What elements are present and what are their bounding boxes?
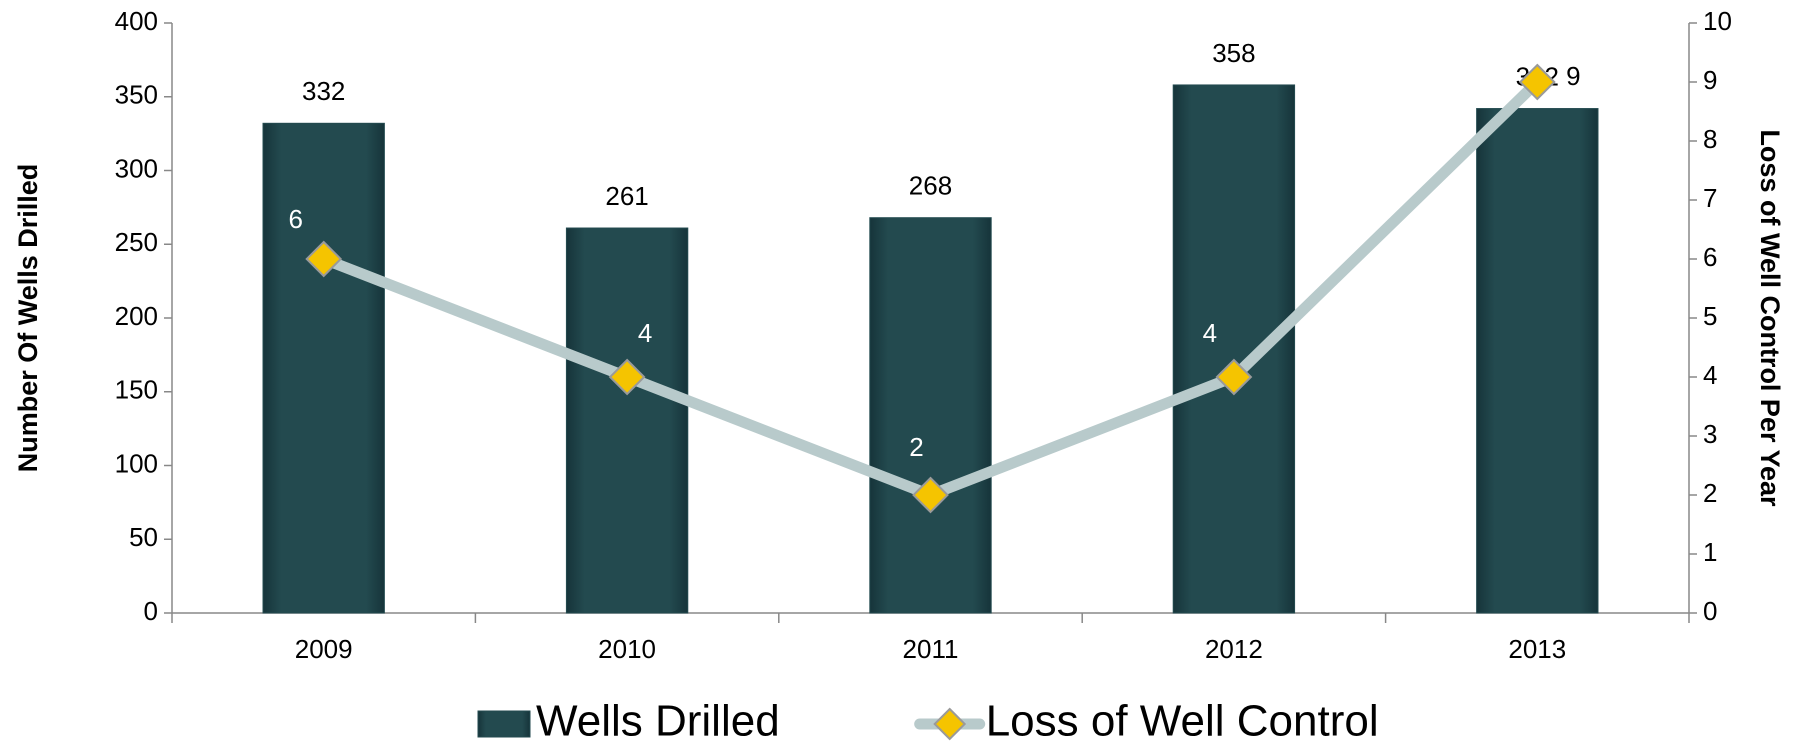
- y2-axis-title: Loss of Well Control Per Year: [1755, 129, 1785, 507]
- legend-swatch: [477, 710, 531, 738]
- bar: [1476, 108, 1599, 614]
- line-value-label: 4: [1203, 318, 1217, 348]
- y-tick-label: 0: [144, 596, 158, 626]
- line-value-label: 6: [288, 204, 302, 234]
- y2-tick-label: 3: [1703, 419, 1717, 449]
- y2-tick-label: 1: [1703, 537, 1717, 567]
- bar-value-label: 268: [909, 171, 952, 201]
- y2-tick-label: 9: [1703, 65, 1717, 95]
- x-tick-label: 2009: [295, 634, 353, 664]
- y2-tick-label: 10: [1703, 6, 1732, 36]
- line-marker: [1215, 358, 1253, 396]
- line-marker: [1518, 63, 1556, 101]
- bar: [565, 227, 689, 614]
- line-marker: [912, 476, 949, 514]
- y2-tick-label: 6: [1703, 242, 1717, 272]
- y2-tick-label: 4: [1703, 360, 1717, 390]
- y2-tick-label: 8: [1703, 124, 1717, 154]
- line-value-label: 9: [1566, 61, 1580, 91]
- x-tick-label: 2012: [1205, 634, 1263, 664]
- legend-label: Wells Drilled: [536, 697, 780, 745]
- y2-tick-label: 2: [1703, 478, 1717, 508]
- bar-value-label: 358: [1212, 38, 1255, 68]
- y2-tick-label: 0: [1703, 596, 1717, 626]
- line-value-label: 4: [638, 318, 652, 348]
- bar-value-label: 261: [605, 181, 648, 211]
- bar: [1172, 84, 1296, 614]
- y-tick-label: 200: [115, 301, 158, 331]
- y-tick-label: 100: [115, 448, 158, 478]
- y-axis-title: Number Of Wells Drilled: [13, 164, 43, 473]
- bar-value-label: 332: [302, 76, 345, 106]
- y-tick-label: 400: [115, 6, 158, 36]
- legend-marker: [933, 707, 967, 741]
- y2-tick-label: 5: [1703, 301, 1717, 331]
- y-tick-label: 350: [115, 80, 158, 110]
- y-tick-label: 250: [115, 227, 158, 257]
- x-tick-label: 2013: [1508, 634, 1566, 664]
- line-value-label: 2: [909, 432, 923, 462]
- y-tick-label: 300: [115, 153, 158, 183]
- y-tick-label: 150: [115, 375, 158, 405]
- line-marker: [608, 358, 646, 396]
- x-tick-label: 2011: [903, 634, 959, 664]
- line-marker: [305, 240, 343, 278]
- x-tick-label: 2010: [598, 634, 656, 664]
- y-tick-label: 50: [129, 522, 158, 552]
- bar: [262, 122, 385, 614]
- legend-label: Loss of Well Control: [986, 697, 1379, 745]
- bar: [869, 217, 992, 614]
- y2-tick-label: 7: [1703, 183, 1717, 213]
